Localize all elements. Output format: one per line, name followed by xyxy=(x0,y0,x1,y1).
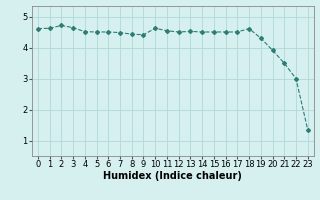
X-axis label: Humidex (Indice chaleur): Humidex (Indice chaleur) xyxy=(103,171,242,181)
